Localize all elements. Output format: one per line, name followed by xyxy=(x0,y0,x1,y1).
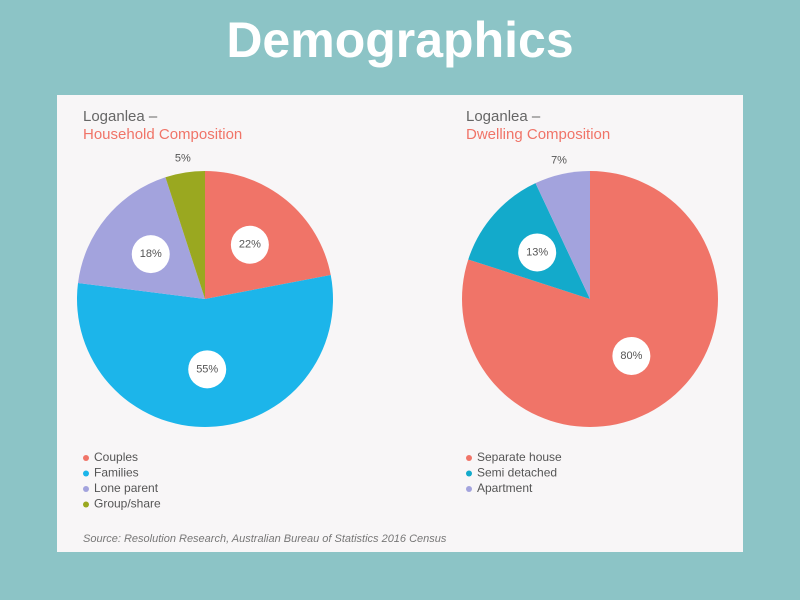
legend-label: Apartment xyxy=(477,481,533,495)
pie-slice xyxy=(165,171,205,299)
legend-label: Semi detached xyxy=(477,466,557,480)
value-label: 18% xyxy=(140,248,162,260)
legend-marker xyxy=(83,486,89,492)
pie-slice xyxy=(535,171,590,299)
label-bubble xyxy=(188,350,227,389)
value-label: 7% xyxy=(551,154,567,166)
chart-title: Loganlea – xyxy=(466,108,541,125)
legend-label: Families xyxy=(94,466,139,480)
chart-subtitle: Dwelling Composition xyxy=(466,126,610,143)
source: Source: Resolution Research, Australian … xyxy=(83,533,447,545)
legend-label: Couples xyxy=(94,450,138,464)
legend-label: Group/share xyxy=(94,497,161,511)
legend-label: Lone parent xyxy=(94,481,159,495)
legend-marker xyxy=(83,470,89,477)
legend-label: Separate house xyxy=(477,450,562,464)
label-bubble xyxy=(230,225,269,264)
label-bubble xyxy=(518,233,557,272)
legend-marker xyxy=(466,486,472,492)
label-bubble xyxy=(131,235,170,274)
pie-slice xyxy=(205,171,331,299)
value-label: 13% xyxy=(526,246,548,258)
value-label: 80% xyxy=(620,350,642,362)
legend-marker xyxy=(466,470,472,477)
legend-marker xyxy=(83,455,89,461)
chart-subtitle: Household Composition xyxy=(83,126,242,143)
label-bubble xyxy=(612,336,651,375)
page-title: Demographics xyxy=(226,12,573,68)
value-label: 5% xyxy=(175,153,191,165)
legend-marker xyxy=(83,501,89,508)
chart-title: Loganlea – xyxy=(83,108,158,125)
value-label: 22% xyxy=(239,239,261,251)
legend-marker xyxy=(466,455,472,461)
value-label: 55% xyxy=(196,363,218,375)
